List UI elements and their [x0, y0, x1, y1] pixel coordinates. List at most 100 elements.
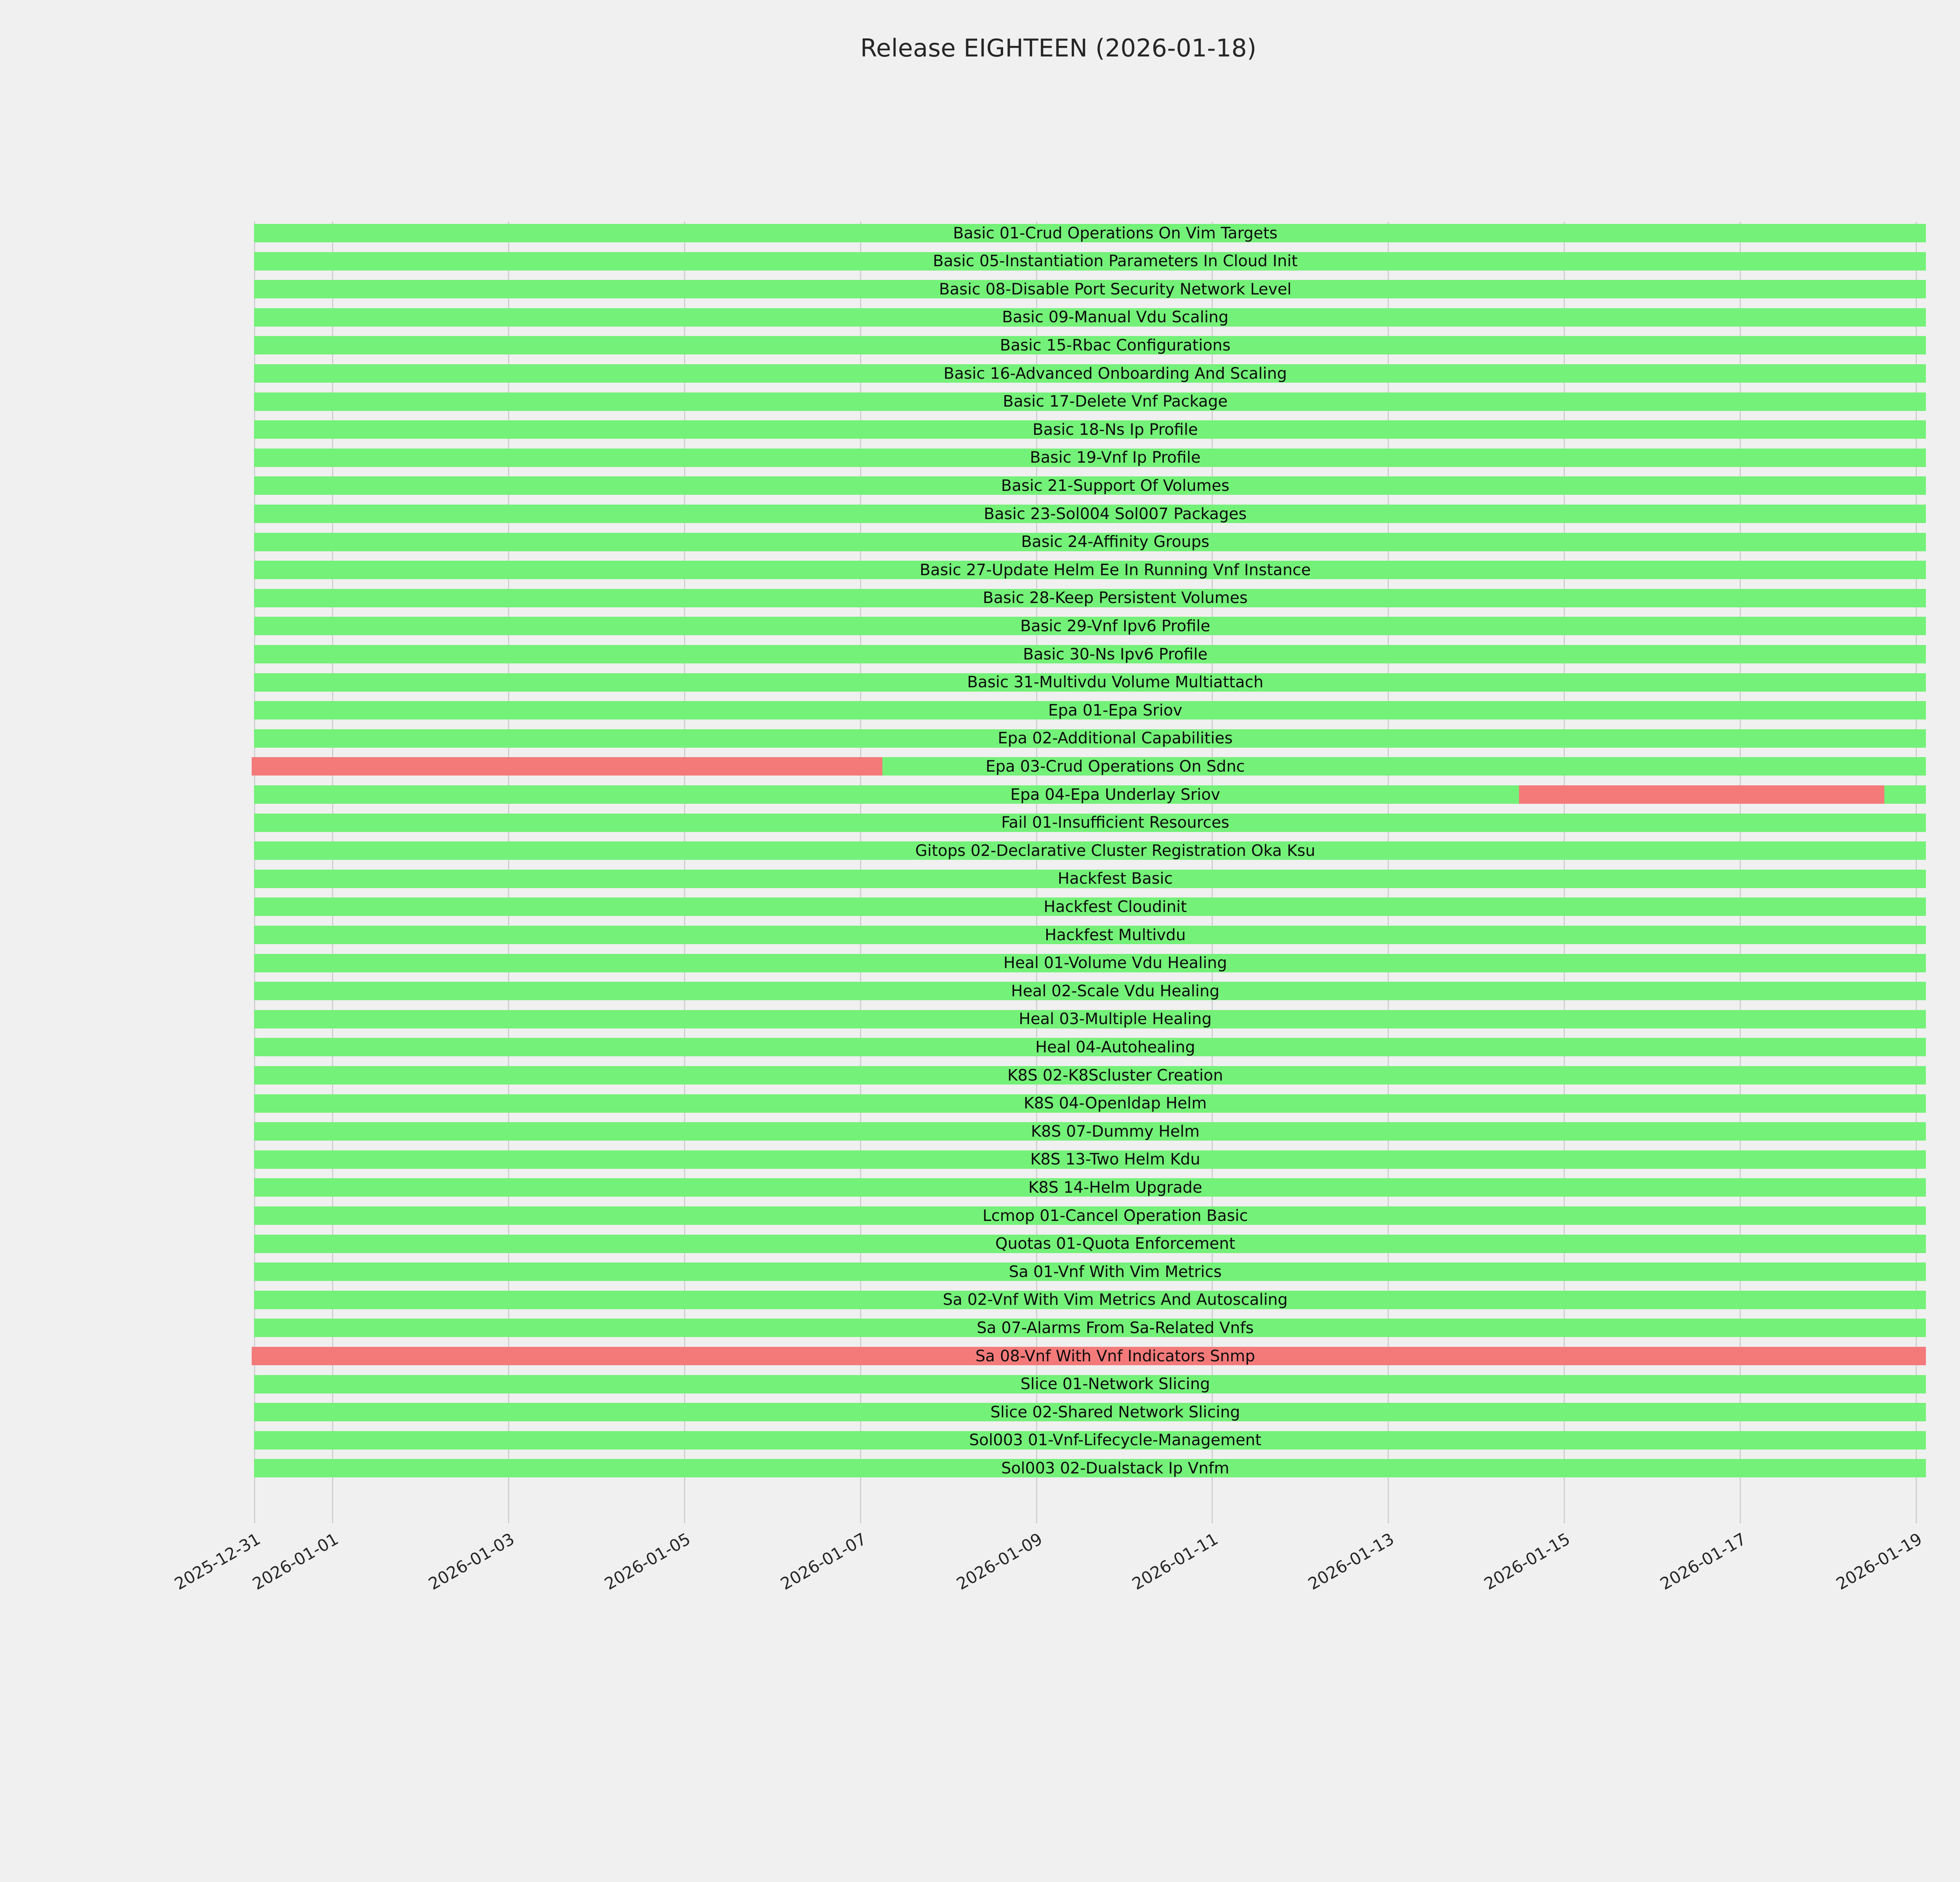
bar-segment-pass[interactable]	[254, 701, 1926, 720]
gantt-row[interactable]: K8S 14-Helm Upgrade	[253, 1178, 1960, 1197]
bar-segment-pass[interactable]	[254, 1234, 1926, 1253]
bar-segment-pass[interactable]	[254, 561, 1926, 579]
bar-segment-pass[interactable]	[882, 757, 1926, 776]
gantt-row[interactable]: Heal 03-Multiple Healing	[253, 1010, 1960, 1028]
gantt-row[interactable]: Lcmop 01-Cancel Operation Basic	[253, 1206, 1960, 1225]
x-tick-label: 2026-01-01	[249, 1529, 342, 1594]
gantt-row[interactable]: Basic 17-Delete Vnf Package	[253, 392, 1960, 411]
gantt-row[interactable]: Hackfest Multivdu	[253, 926, 1960, 944]
gantt-row[interactable]: Sa 07-Alarms From Sa-Related Vnfs	[253, 1319, 1960, 1337]
gantt-row[interactable]: Basic 29-Vnf Ipv6 Profile	[253, 617, 1960, 636]
gantt-row[interactable]: K8S 07-Dummy Helm	[253, 1122, 1960, 1141]
gantt-row[interactable]: Sol003 02-Dualstack Ip Vnfm	[253, 1459, 1960, 1478]
gantt-row[interactable]: Basic 16-Advanced Onboarding And Scaling	[253, 364, 1960, 383]
bar-segment-pass[interactable]	[254, 448, 1926, 467]
bar-segment-pass[interactable]	[254, 392, 1926, 411]
bar-segment-pass[interactable]	[254, 252, 1926, 271]
bar-segment-pass[interactable]	[254, 364, 1926, 383]
x-tick-label: 2026-01-15	[1481, 1529, 1573, 1594]
gantt-row[interactable]: Basic 23-Sol004 Sol007 Packages	[253, 505, 1960, 523]
bar-segment-pass[interactable]	[254, 476, 1926, 495]
bar-segment-pass[interactable]	[254, 729, 1926, 748]
gantt-row[interactable]: Basic 28-Keep Persistent Volumes	[253, 589, 1960, 607]
gantt-row[interactable]: Epa 02-Additional Capabilities	[253, 729, 1960, 748]
gantt-row[interactable]: Slice 01-Network Slicing	[253, 1375, 1960, 1393]
bar-segment-pass[interactable]	[254, 1290, 1926, 1309]
bar-segment-pass[interactable]	[254, 1403, 1926, 1422]
gantt-row[interactable]: Basic 19-Vnf Ip Profile	[253, 448, 1960, 467]
bar-segment-pass[interactable]	[254, 420, 1926, 439]
gantt-row[interactable]: Basic 15-Rbac Configurations	[253, 336, 1960, 355]
gantt-row[interactable]: Basic 27-Update Helm Ee In Running Vnf I…	[253, 561, 1960, 579]
bar-segment-pass[interactable]	[254, 954, 1926, 972]
gantt-row[interactable]: Heal 01-Volume Vdu Healing	[253, 954, 1960, 972]
gantt-row[interactable]: Slice 02-Shared Network Slicing	[253, 1403, 1960, 1422]
bar-segment-pass[interactable]	[254, 336, 1926, 355]
bar-segment-pass[interactable]	[254, 1206, 1926, 1225]
bar-segment-pass[interactable]	[254, 1066, 1926, 1085]
bar-segment-pass[interactable]	[254, 841, 1926, 860]
bar-segment-pass[interactable]	[254, 505, 1926, 523]
bar-segment-pass[interactable]	[254, 1038, 1926, 1057]
bar-segment-pass[interactable]	[254, 1375, 1926, 1393]
x-tick-label: 2026-01-19	[1833, 1529, 1926, 1594]
gantt-row[interactable]: Basic 01-Crud Operations On Vim Targets	[253, 224, 1960, 242]
gantt-row[interactable]: Basic 30-Ns Ipv6 Profile	[253, 645, 1960, 663]
gantt-row[interactable]: K8S 13-Two Helm Kdu	[253, 1150, 1960, 1169]
gantt-row[interactable]: Basic 08-Disable Port Security Network L…	[253, 280, 1960, 299]
gantt-row[interactable]: Hackfest Basic	[253, 869, 1960, 888]
bar-segment-pass[interactable]	[254, 785, 1519, 804]
gantt-row[interactable]: Epa 03-Crud Operations On Sdnc	[251, 757, 1960, 776]
gantt-row[interactable]: Basic 31-Multivdu Volume Multiattach	[253, 673, 1960, 692]
gantt-row[interactable]: Basic 24-Affinity Groups	[253, 532, 1960, 551]
gantt-row[interactable]: Epa 01-Epa Sriov	[253, 701, 1960, 720]
bar-segment-pass[interactable]	[254, 224, 1926, 242]
gantt-row[interactable]: Heal 02-Scale Vdu Healing	[253, 982, 1960, 1001]
gantt-row[interactable]: K8S 02-K8Scluster Creation	[253, 1066, 1960, 1085]
bar-segment-pass[interactable]	[254, 589, 1926, 607]
bar-segment-pass[interactable]	[254, 982, 1926, 1001]
gantt-row[interactable]: Sol003 01-Vnf-Lifecycle-Management	[253, 1431, 1960, 1450]
gantt-row[interactable]: Basic 21-Support Of Volumes	[253, 476, 1960, 495]
bar-segment-pass[interactable]	[254, 1150, 1926, 1169]
gantt-row[interactable]: Sa 08-Vnf With Vnf Indicators Snmp	[251, 1347, 1960, 1365]
bar-segment-pass[interactable]	[254, 532, 1926, 551]
bar-segment-pass[interactable]	[254, 1263, 1926, 1281]
bar-segment-pass[interactable]	[254, 1010, 1926, 1028]
bar-segment-pass[interactable]	[254, 308, 1926, 327]
bar-segment-pass[interactable]	[254, 813, 1926, 832]
gantt-row[interactable]: Sa 02-Vnf With Vim Metrics And Autoscali…	[253, 1290, 1960, 1309]
bar-segment-pass[interactable]	[254, 1319, 1926, 1337]
gantt-row[interactable]: Basic 05-Instantiation Parameters In Clo…	[253, 252, 1960, 271]
bar-segment-pass[interactable]	[254, 1431, 1926, 1450]
bar-segment-pass[interactable]	[254, 673, 1926, 692]
x-tick-label: 2026-01-09	[953, 1529, 1046, 1594]
bar-segment-pass[interactable]	[254, 280, 1926, 299]
bar-segment-pass[interactable]	[1884, 785, 1926, 804]
bar-segment-pass[interactable]	[254, 869, 1926, 888]
bar-segment-pass[interactable]	[254, 1178, 1926, 1197]
bar-segment-fail[interactable]	[1519, 785, 1885, 804]
bar-segment-pass[interactable]	[254, 617, 1926, 636]
gantt-row[interactable]: Epa 04-Epa Underlay Sriov	[253, 785, 1960, 804]
bar-segment-pass[interactable]	[254, 1459, 1926, 1478]
bar-segment-pass[interactable]	[254, 1122, 1926, 1141]
gantt-row[interactable]: Basic 09-Manual Vdu Scaling	[253, 308, 1960, 327]
gantt-row[interactable]: Hackfest Cloudinit	[253, 897, 1960, 916]
x-tick-label: 2026-01-05	[601, 1529, 694, 1594]
gantt-row[interactable]: Heal 04-Autohealing	[253, 1038, 1960, 1057]
gantt-row[interactable]: Gitops 02-Declarative Cluster Registrati…	[253, 841, 1960, 860]
x-tick-label: 2026-01-07	[777, 1529, 870, 1594]
bar-segment-pass[interactable]	[254, 1094, 1926, 1113]
gantt-row[interactable]: Fail 01-Insufficient Resources	[253, 813, 1960, 832]
bar-segment-pass[interactable]	[254, 926, 1926, 944]
bar-segment-fail[interactable]	[251, 757, 882, 776]
bar-segment-pass[interactable]	[254, 897, 1926, 916]
gantt-row[interactable]: K8S 04-Openldap Helm	[253, 1094, 1960, 1113]
gantt-row[interactable]: Quotas 01-Quota Enforcement	[253, 1234, 1960, 1253]
gantt-row[interactable]: Basic 18-Ns Ip Profile	[253, 420, 1960, 439]
bar-segment-fail[interactable]	[251, 1347, 1926, 1365]
x-tick-label: 2025-12-31	[171, 1529, 264, 1594]
bar-segment-pass[interactable]	[254, 645, 1926, 663]
gantt-row[interactable]: Sa 01-Vnf With Vim Metrics	[253, 1263, 1960, 1281]
